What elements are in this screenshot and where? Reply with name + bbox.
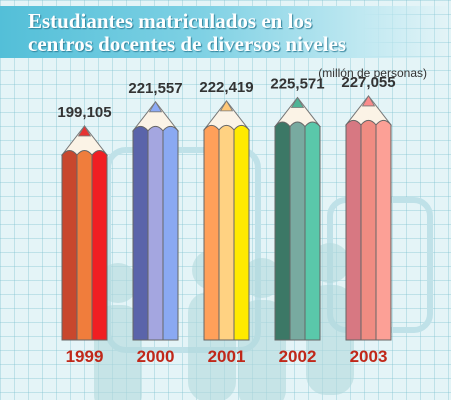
- year-label: 2003: [350, 347, 388, 366]
- pencil-stripe: [162, 125, 179, 341]
- pencil-tip: [290, 96, 305, 108]
- pencil-stripe: [304, 121, 321, 341]
- pencil-bar: [273, 96, 322, 341]
- year-label: 1999: [66, 347, 104, 366]
- pencil-stripe: [91, 149, 108, 341]
- pencil-bar: [60, 125, 109, 341]
- bg-person-head: [242, 258, 282, 298]
- pencil-stripe: [147, 125, 164, 341]
- bg-frame: [105, 147, 261, 353]
- pencil-stripe: [375, 119, 392, 341]
- pencil-stripe: [218, 124, 235, 341]
- bars-layer: 199,105 1999 221,557 2000 222,419 2001 225,571…: [57, 74, 395, 366]
- pencil-stripe: [345, 119, 362, 341]
- bg-person-body: [238, 300, 286, 400]
- pencil-stripe: [61, 149, 78, 341]
- year-label: 2001: [208, 347, 246, 366]
- value-label: 221,557: [128, 80, 182, 97]
- bg-person-head: [98, 263, 138, 303]
- pencil-tip: [148, 101, 163, 113]
- year-label: 2000: [137, 347, 175, 366]
- pencil-stripe: [289, 121, 306, 341]
- pencil-tip: [77, 125, 92, 137]
- pencil-stripe: [132, 125, 149, 341]
- pencil-stripe: [274, 121, 291, 341]
- chart-title-line-2: centros docentes de diversos niveles: [28, 32, 347, 56]
- pencil-stripe: [360, 119, 377, 341]
- pencil-stripe: [203, 124, 220, 341]
- chart-title-line-1: Estudiantes matriculados en los: [28, 9, 313, 33]
- pencil-stripe: [76, 149, 93, 341]
- pencil-bar: [344, 95, 393, 341]
- pencil-stripe: [233, 124, 250, 341]
- value-label: 222,419: [199, 79, 253, 96]
- unit-label: (millón de personas): [318, 66, 427, 80]
- pencil-bar: [202, 100, 251, 341]
- pencil-bar: [131, 101, 180, 341]
- value-label: 225,571: [270, 76, 324, 93]
- pencil-tip: [361, 95, 376, 107]
- value-label: 199,105: [57, 104, 111, 121]
- value-label: 227,055: [341, 74, 395, 91]
- title-band: [0, 6, 451, 58]
- pencil-tip: [219, 100, 234, 112]
- year-label: 2002: [279, 347, 317, 366]
